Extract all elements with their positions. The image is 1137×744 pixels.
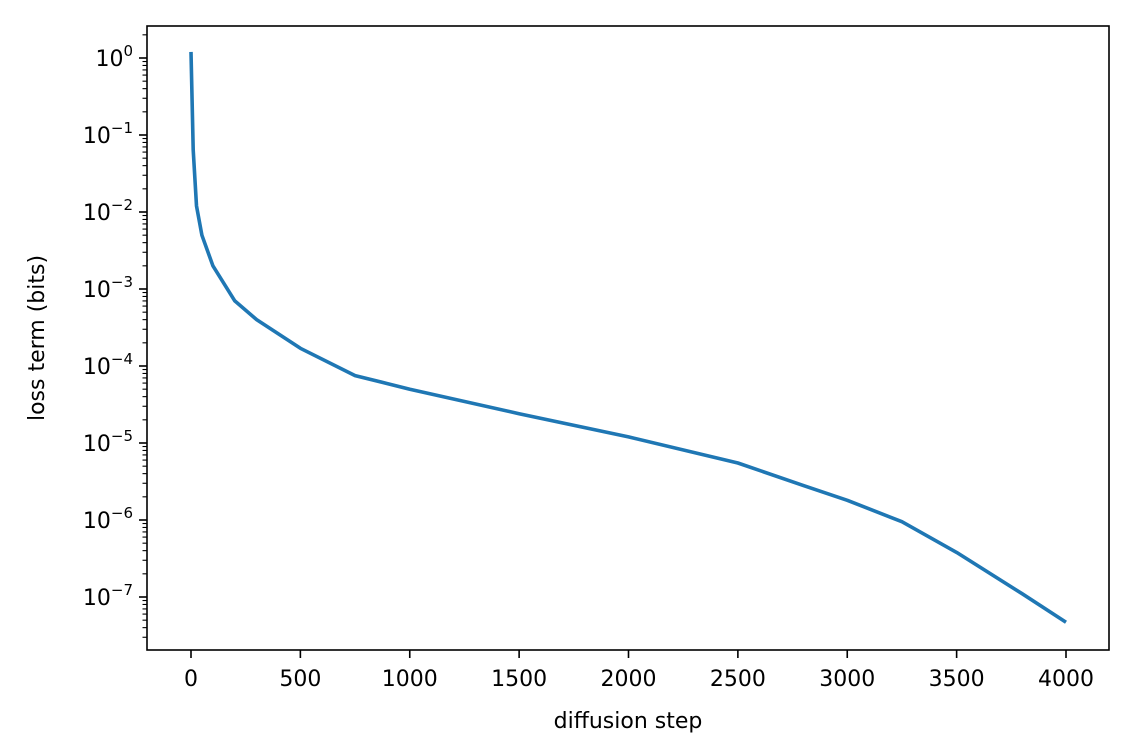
y-tick-label: 10−2: [83, 196, 133, 226]
data-series: [189, 51, 1067, 624]
y-tick-label: 10−5: [83, 427, 133, 457]
x-tick-label: 500: [279, 667, 321, 692]
x-tick-label: 3000: [819, 667, 875, 692]
x-axis: 0 500 1000 1500 2000 2500 3000 3500 4000: [184, 650, 1094, 692]
x-tick-label: 2500: [710, 667, 766, 692]
y-tick-label: 100: [95, 42, 133, 72]
x-tick-label: 2000: [601, 667, 657, 692]
y-tick-label: 10−1: [83, 119, 133, 149]
x-axis-label: diffusion step: [554, 709, 703, 734]
x-tick-label: 1000: [382, 667, 438, 692]
x-tick-label: 0: [184, 667, 198, 692]
y-axis-label: loss term (bits): [25, 255, 50, 421]
x-tick-label: 1500: [491, 667, 547, 692]
x-tick-label: 4000: [1038, 667, 1094, 692]
series-line: [189, 51, 1067, 624]
y-tick-label: 10−3: [83, 273, 133, 303]
y-tick-label: 10−4: [83, 350, 133, 380]
y-tick-label: 10−7: [83, 581, 133, 611]
y-tick-label: 10−6: [83, 504, 133, 534]
y-axis: 100 10−1 10−2 10−3 10−4 10−5 10−6 10−7: [83, 34, 147, 638]
x-tick-label: 3500: [929, 667, 985, 692]
